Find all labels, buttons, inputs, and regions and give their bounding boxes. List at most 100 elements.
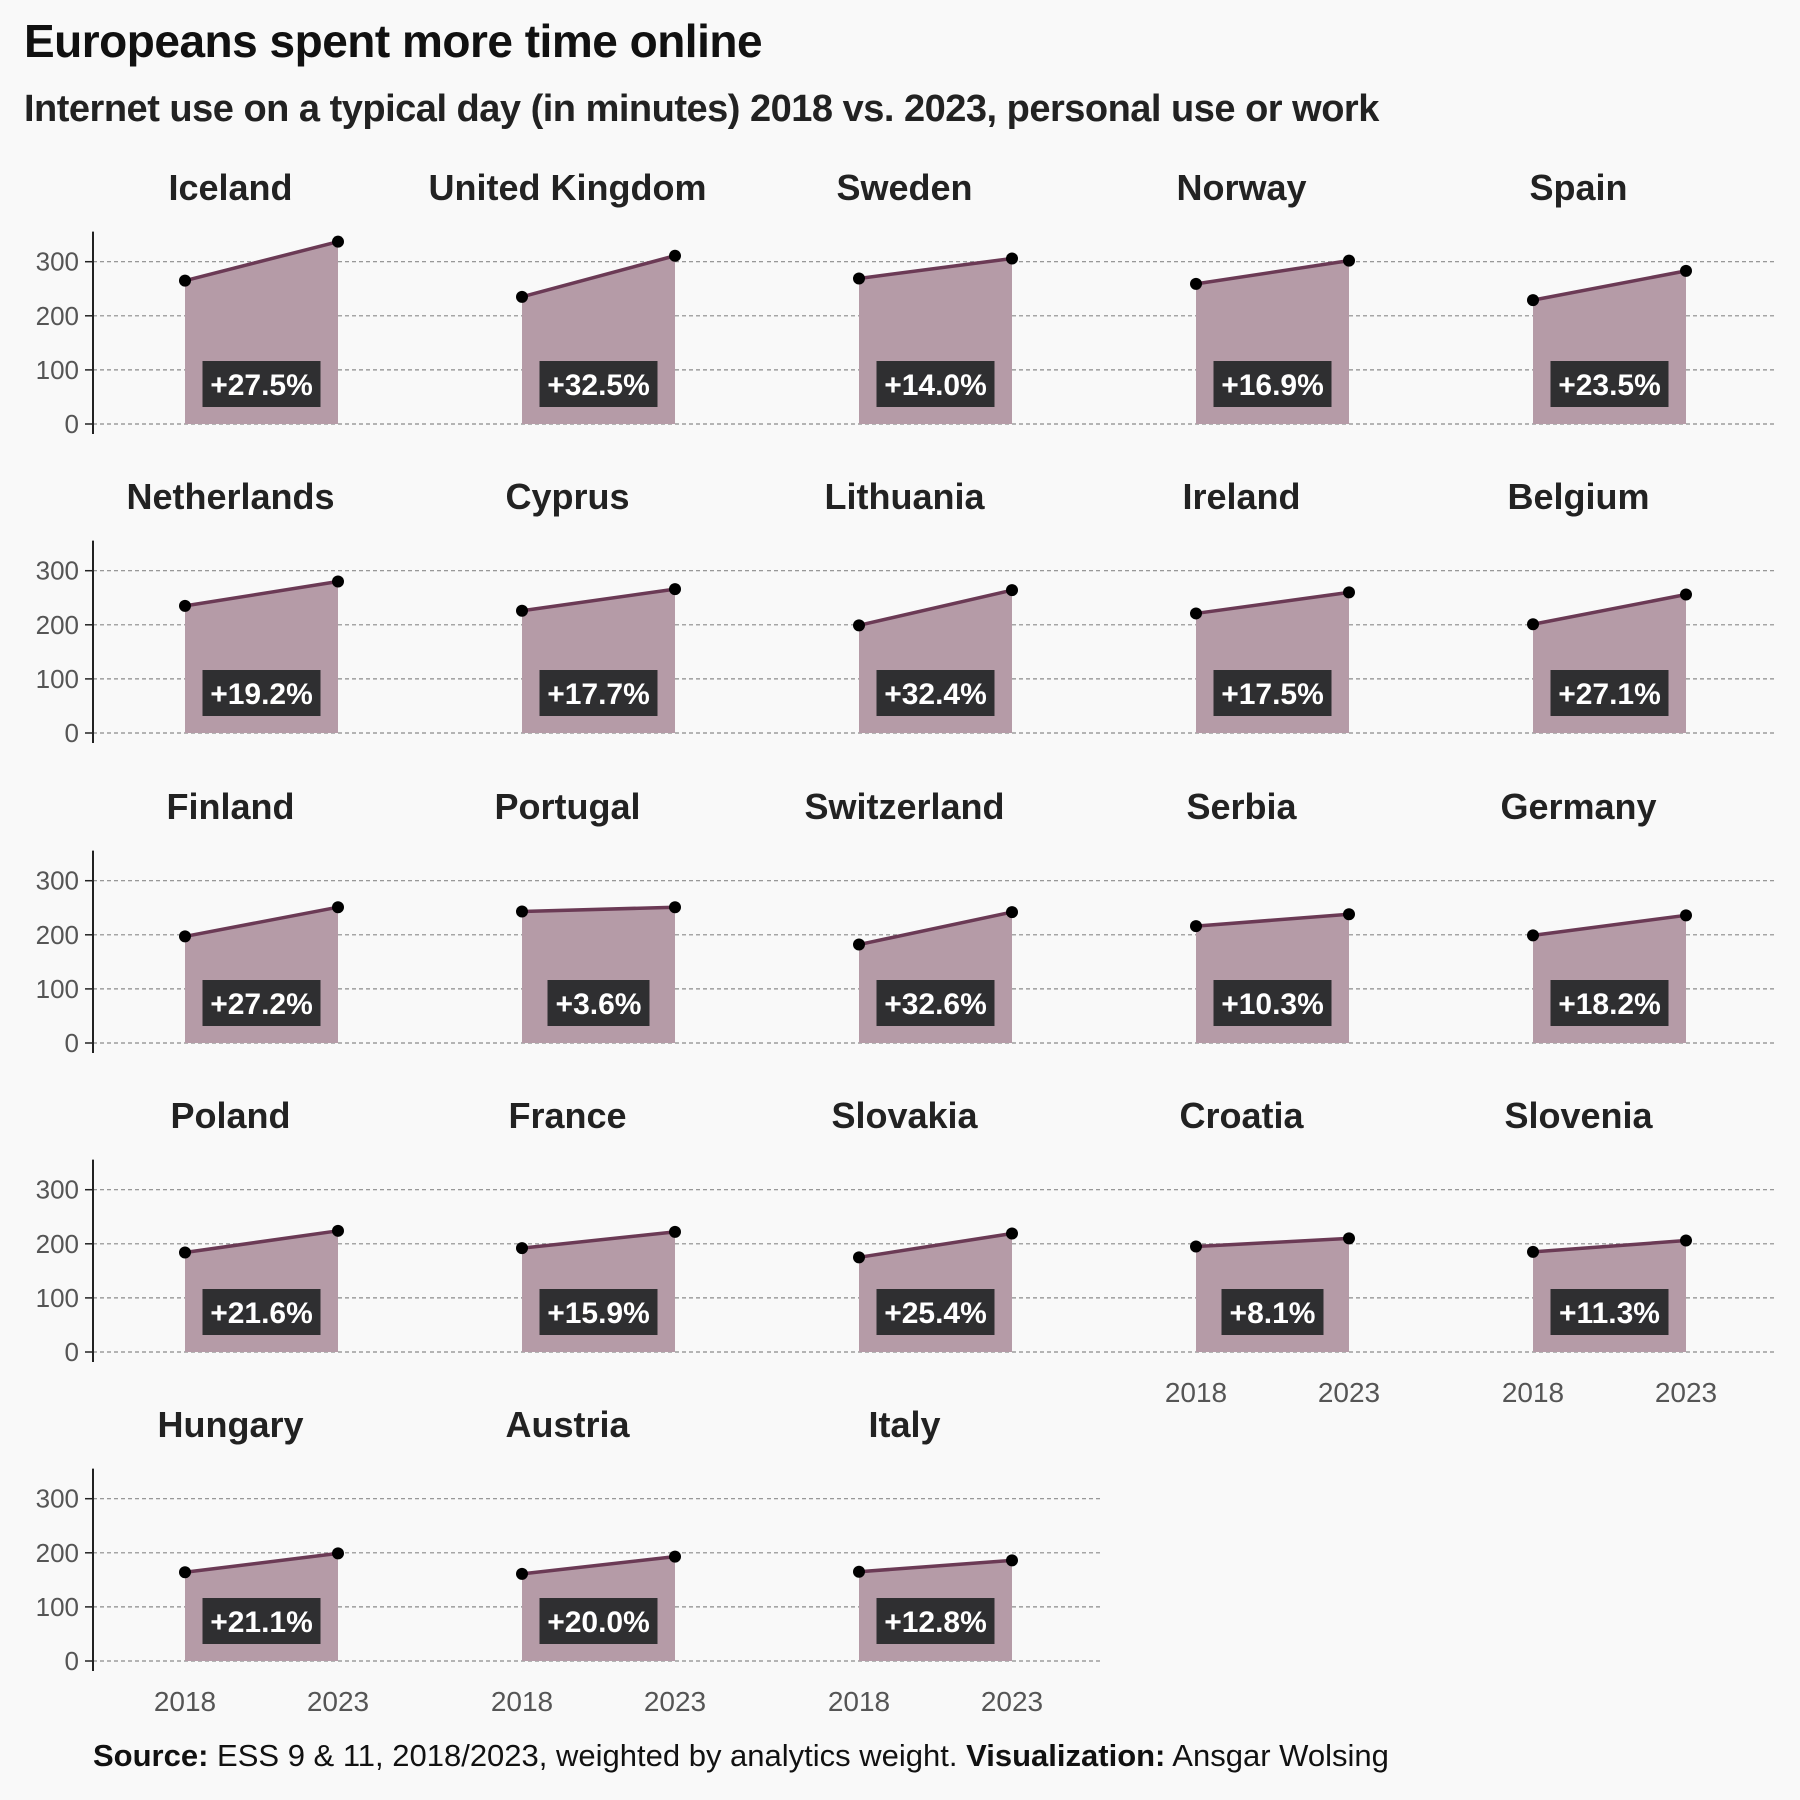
change-label: +27.2% [210,988,313,1021]
data-point-2018 [1190,277,1202,290]
visualization-label: Visualization: [966,1738,1166,1773]
data-point-2018 [179,274,191,287]
data-point-2018 [853,938,865,951]
series-line [1194,258,1351,286]
data-point-2023 [1006,906,1018,919]
panel-title: Serbia [1186,786,1297,827]
data-point-2018 [1527,618,1539,631]
change-label: +8.1% [1230,1297,1316,1330]
data-point-2023 [669,1550,681,1563]
change-label: +25.4% [884,1297,987,1330]
y-tick-label: 300 [36,1484,79,1514]
change-label-box [202,980,321,1026]
panel-title: Netherlands [126,476,334,517]
change-label-box [547,980,650,1026]
series-line [183,239,340,283]
change-label: +27.1% [1558,678,1661,711]
data-point-2023 [1343,908,1355,921]
chart-subtitle: Internet use on a typical day (in minute… [24,88,1379,130]
y-tick-label: 300 [36,556,79,586]
series-line [520,1554,677,1576]
panel-title: France [508,1095,626,1136]
series-line [1531,1238,1688,1254]
data-point-2018 [516,1242,528,1255]
change-label-box [876,1598,995,1644]
change-label-box [539,1289,658,1335]
y-tick-label: 200 [36,1538,79,1568]
data-point-2018 [1190,1240,1202,1253]
change-label: +3.6% [556,988,642,1021]
data-point-2018 [516,1567,528,1580]
series-line [183,1551,340,1575]
y-tick-label: 300 [36,247,79,277]
panel-title: Lithuania [825,476,986,517]
data-point-2018 [516,290,528,303]
x-tick-label: 2018 [1165,1377,1227,1408]
data-point-2018 [179,1566,191,1579]
panel-title: Germany [1500,786,1656,827]
panel-title: Poland [170,1095,290,1136]
y-tick-label: 200 [36,920,79,950]
data-point-2018 [853,619,865,632]
y-tick-label: 300 [36,866,79,896]
panel-title: Italy [868,1404,940,1445]
y-tick-label: 200 [36,301,79,331]
panel-title: Ireland [1182,476,1300,517]
series-line [1194,590,1351,616]
panel-title: Slovakia [831,1095,978,1136]
data-point-2023 [1006,252,1018,265]
x-tick-label: 2023 [1655,1377,1717,1408]
series-line [1194,1236,1351,1249]
series-line [857,1231,1014,1260]
chart-title: Europeans spent more time online [24,15,763,67]
data-point-2018 [1190,607,1202,620]
x-tick-label: 2018 [491,1686,553,1717]
change-label: +12.8% [884,1606,987,1639]
change-label-box [1213,980,1332,1026]
series-line [183,1229,340,1255]
x-tick-label: 2023 [981,1686,1043,1717]
change-label: +16.9% [1221,369,1324,402]
change-label-box [1550,670,1669,716]
data-point-2023 [332,235,344,248]
panel-title: Cyprus [505,476,629,517]
data-point-2018 [516,604,528,617]
change-label: +21.6% [210,1297,313,1330]
data-point-2023 [1006,1554,1018,1567]
panel-title: Croatia [1179,1095,1304,1136]
change-label: +23.5% [1558,369,1661,402]
change-label-box [1550,361,1669,407]
series-line [183,579,340,608]
data-point-2018 [1527,1245,1539,1258]
panel-title: Belgium [1507,476,1649,517]
data-point-2023 [1343,586,1355,599]
panel-title: Slovenia [1504,1095,1653,1136]
data-point-2023 [1006,584,1018,597]
data-point-2023 [1006,1227,1018,1240]
change-label-box [202,361,321,407]
data-point-2018 [1527,294,1539,307]
data-point-2018 [179,1246,191,1259]
data-point-2023 [332,901,344,914]
data-point-2023 [1680,1234,1692,1247]
change-label: +21.1% [210,1606,313,1639]
panel-title: Iceland [168,167,292,208]
change-label: +32.5% [547,369,650,402]
change-label-box [876,980,995,1026]
data-point-2018 [853,1565,865,1578]
change-label: +19.2% [210,678,313,711]
data-point-2023 [1343,254,1355,267]
change-label-box [1550,980,1669,1026]
change-label: +27.5% [210,369,313,402]
change-label-box [539,670,658,716]
change-label: +11.3% [1559,1297,1660,1330]
y-tick-label: 0 [65,718,79,748]
panel-title: Spain [1529,167,1627,208]
change-label-box [876,670,995,716]
series-line [1194,912,1351,928]
series-line [520,253,677,299]
data-point-2023 [669,1225,681,1238]
panel-title: Hungary [157,1404,303,1445]
change-label-box [539,361,658,407]
change-label: +10.3% [1221,988,1324,1021]
